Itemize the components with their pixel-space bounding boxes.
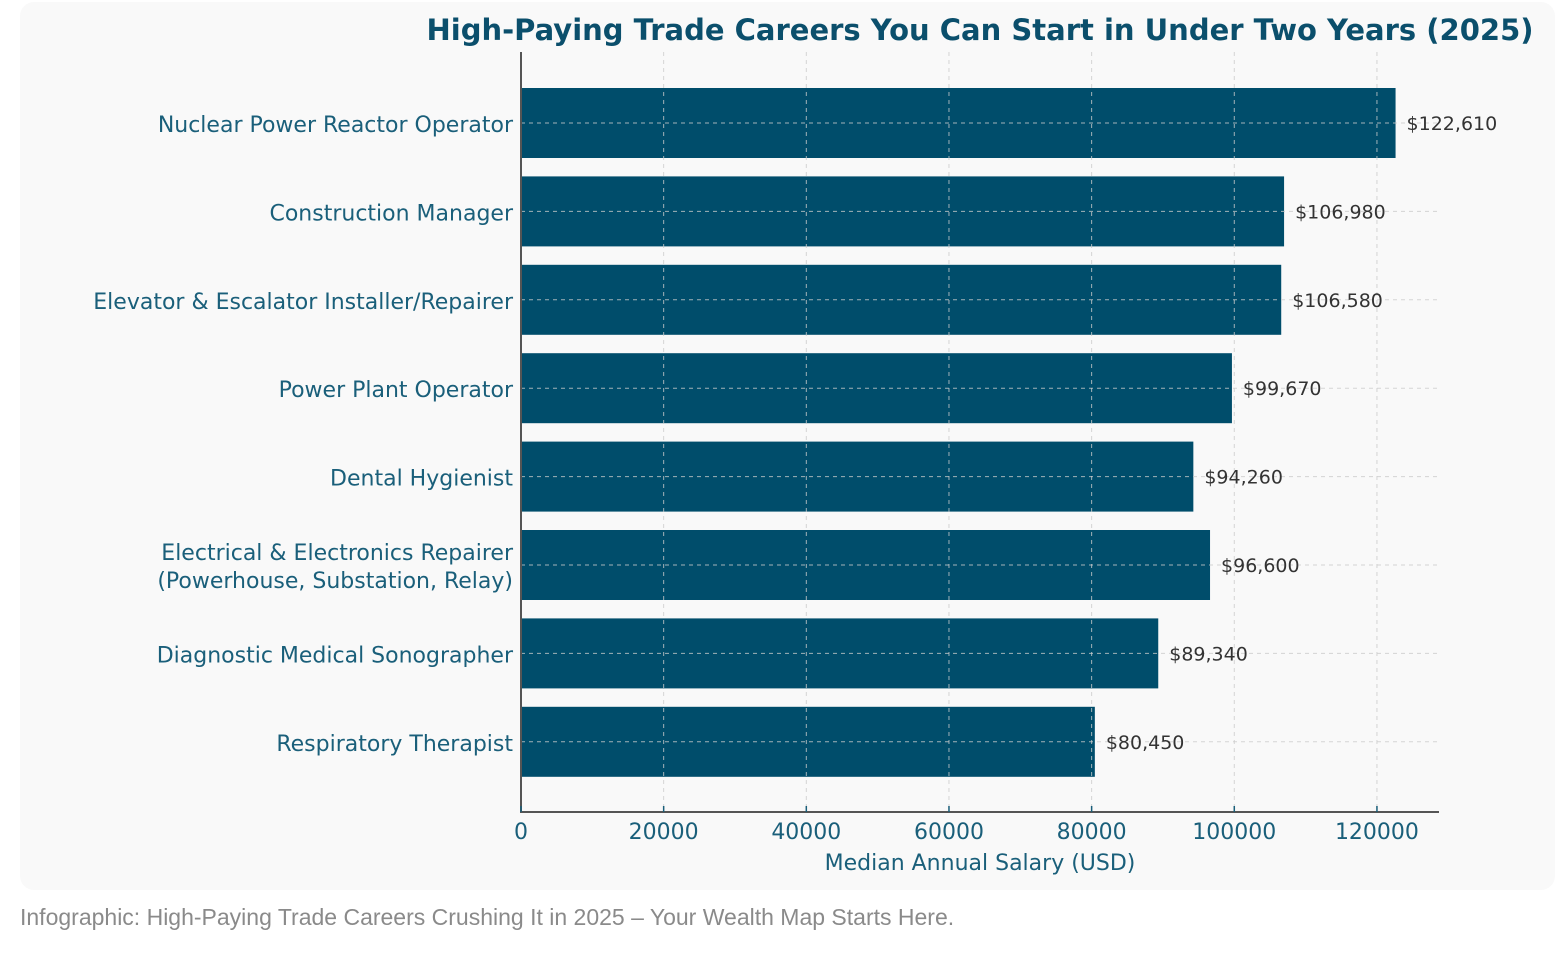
x-tick-label: 60000 (914, 820, 984, 845)
x-tick-label: 0 (514, 820, 528, 845)
category-label: Electrical & Electronics Repairer (161, 541, 514, 566)
x-tick-label: 80000 (1057, 820, 1127, 845)
x-tick-label: 100000 (1192, 820, 1276, 845)
category-label: Power Plant Operator (279, 378, 514, 403)
chart-title: High-Paying Trade Careers You Can Start … (426, 13, 1533, 47)
category-label: Dental Hygienist (330, 467, 513, 492)
value-label: $106,580 (1292, 290, 1383, 312)
value-label: $99,670 (1243, 378, 1322, 400)
category-label: (Powerhouse, Substation, Relay) (157, 569, 513, 594)
category-label: Construction Manager (269, 201, 513, 226)
caption: Infographic: High-Paying Trade Careers C… (20, 904, 955, 930)
x-axis-label: Median Annual Salary (USD) (825, 851, 1136, 876)
value-label: $89,340 (1169, 643, 1248, 665)
value-label: $80,450 (1106, 732, 1185, 754)
value-label: $122,610 (1407, 113, 1498, 135)
category-label: Nuclear Power Reactor Operator (158, 113, 514, 138)
x-tick-label: 20000 (629, 820, 699, 845)
value-label: $96,600 (1221, 555, 1300, 577)
category-label: Elevator & Escalator Installer/Repairer (93, 290, 514, 315)
value-label: $106,980 (1295, 201, 1386, 223)
bar (521, 618, 1159, 689)
category-label: Diagnostic Medical Sonographer (157, 643, 514, 668)
category-label: Respiratory Therapist (276, 732, 513, 757)
x-tick-label: 40000 (771, 820, 841, 845)
value-label: $94,260 (1204, 467, 1283, 489)
bar (521, 706, 1095, 777)
x-tick-label: 120000 (1335, 820, 1419, 845)
bar-chart: High-Paying Trade Careers You Can Start … (93, 13, 1533, 876)
